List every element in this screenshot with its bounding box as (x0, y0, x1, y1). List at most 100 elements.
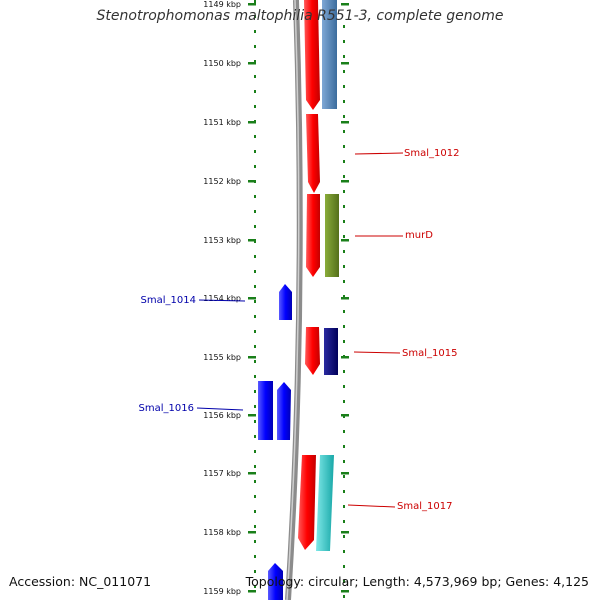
scale-dot (254, 135, 256, 138)
scale-tick-right (341, 180, 349, 183)
scale-dot (343, 55, 345, 58)
scale-dot (343, 370, 345, 373)
scale-dot (254, 45, 256, 48)
scale-dot (343, 100, 345, 103)
scale-dot (254, 225, 256, 228)
scale-dots (254, 0, 345, 598)
scale-dot (254, 30, 256, 33)
forward-strand-genes (298, 0, 320, 550)
scale-dot (343, 550, 345, 553)
scale-dot (254, 435, 256, 438)
kbp-label: 1150 kbp (203, 59, 241, 68)
scale-dot (343, 130, 345, 133)
forward-gene[interactable] (305, 327, 320, 375)
topology-text: Topology: circular; Length: 4,573,969 bp… (245, 574, 589, 589)
gene-label-smal-1015[interactable]: Smal_1015 (402, 348, 457, 359)
scale-dot (254, 75, 256, 78)
genome-backbone (285, 0, 303, 600)
scale-dot (343, 520, 345, 523)
steelblue-feature[interactable] (322, 0, 337, 109)
scale-dot (254, 525, 256, 528)
scale-tick-right (341, 297, 349, 300)
scale-dot (254, 345, 256, 348)
kbp-label: 1154 kbp (203, 294, 241, 303)
gene-label-smal-1016[interactable]: Smal_1016 (139, 403, 194, 414)
scale-dot (254, 375, 256, 378)
reverse-gene[interactable] (258, 381, 273, 440)
scale-tick-right (341, 356, 349, 359)
scale-dot (343, 445, 345, 448)
scale-dot (343, 475, 345, 478)
forward-gene[interactable] (306, 114, 320, 193)
scale-dot (343, 235, 345, 238)
scale-dot (343, 535, 345, 538)
gene-label-smal-1014[interactable]: Smal_1014 (141, 295, 196, 306)
reverse-gene[interactable] (268, 563, 283, 600)
scale-dot (343, 40, 345, 43)
gene-label-smal-1017[interactable]: Smal_1017 (397, 501, 452, 512)
scale-dot (254, 210, 256, 213)
reverse-gene[interactable] (279, 284, 292, 320)
leader-line (198, 299, 246, 302)
forward-gene[interactable] (304, 0, 320, 110)
scale-dot (254, 585, 256, 588)
kbp-label: 1155 kbp (203, 353, 241, 362)
scale-tick-left (248, 239, 256, 242)
scale-dot (254, 285, 256, 288)
scale-tick-left (248, 590, 256, 593)
scale-dot (254, 315, 256, 318)
scale-dot (343, 250, 345, 253)
scale-tick-left (248, 297, 256, 300)
kbp-label: 1159 kbp (203, 587, 241, 596)
scale-tick-left (248, 62, 256, 65)
scale-tick-right (341, 414, 349, 417)
scale-dot (343, 565, 345, 568)
scale-dot (343, 490, 345, 493)
scale-dot (254, 360, 256, 363)
scale-dot (254, 150, 256, 153)
kbp-label: 1157 kbp (203, 469, 241, 478)
scale-dot (254, 60, 256, 63)
scale-tick-left (248, 414, 256, 417)
forward-gene[interactable] (306, 194, 320, 277)
scale-tick-left (248, 472, 256, 475)
scale-dot (343, 85, 345, 88)
scale-tick-right (341, 531, 349, 534)
kbp-label: 1156 kbp (203, 411, 241, 420)
gene-label-murd[interactable]: murD (405, 230, 433, 241)
scale-dot (254, 465, 256, 468)
scale-dot (343, 310, 345, 313)
scale-dot (343, 595, 345, 598)
reverse-gene[interactable] (277, 382, 291, 440)
scale-tick-right (341, 3, 349, 6)
scale-dot (254, 555, 256, 558)
kbp-label: 1151 kbp (203, 118, 241, 127)
gene-label-smal-1012[interactable]: Smal_1012 (404, 148, 459, 159)
gene-labels: Smal_1012 murD Smal_1014 Smal_1015 Smal_… (139, 148, 460, 512)
scale-tick-right (341, 62, 349, 65)
scale-dot (343, 430, 345, 433)
scale-dot (254, 300, 256, 303)
scale-dot (254, 15, 256, 18)
reverse-strand-genes (258, 284, 292, 600)
colored-features (316, 0, 339, 551)
navy-feature[interactable] (324, 328, 338, 375)
scale-dot (254, 330, 256, 333)
scale-dot (254, 165, 256, 168)
scale-dot (254, 510, 256, 513)
accession-text: Accession: NC_011071 (9, 574, 152, 589)
leader-line (353, 351, 401, 354)
scale-dot (343, 145, 345, 148)
olive-feature[interactable] (325, 194, 339, 277)
scale-dot (254, 255, 256, 258)
scale-dot (254, 390, 256, 393)
scale-dot (254, 405, 256, 408)
scale-dot (254, 570, 256, 573)
scale-tick-left (248, 3, 256, 6)
scale-dot (254, 90, 256, 93)
scale-dot (254, 270, 256, 273)
scale-dot (343, 175, 345, 178)
cyan-feature[interactable] (316, 455, 334, 551)
scale-dot (343, 400, 345, 403)
forward-gene[interactable] (298, 455, 316, 550)
